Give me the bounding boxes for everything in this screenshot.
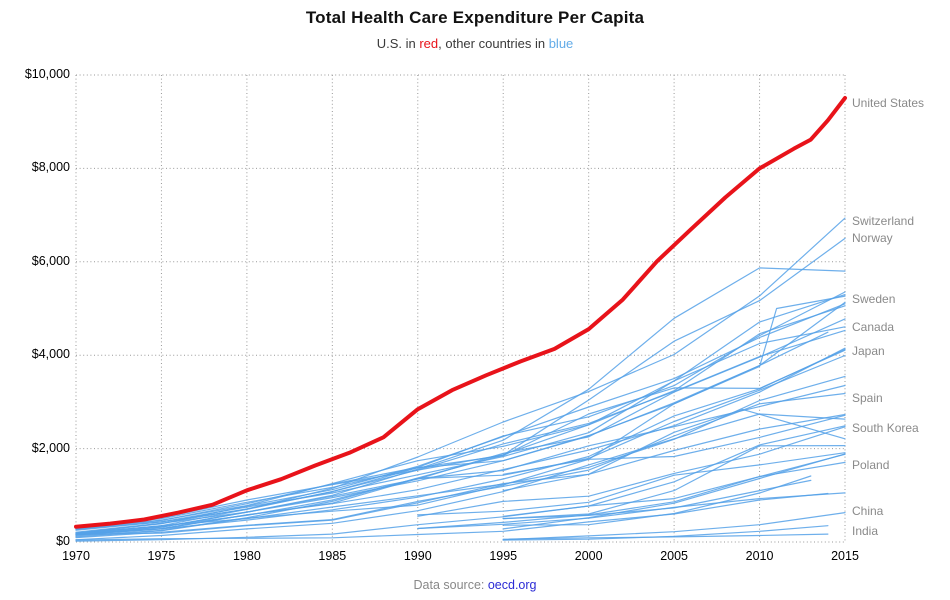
x-tick-label-1975: 1975 (147, 549, 176, 563)
series-line-estonia (502, 453, 846, 530)
x-tick-label-1990: 1990 (403, 549, 432, 563)
series-line-canada (75, 326, 846, 529)
series-line-austria (75, 303, 846, 534)
series-line-turkey (75, 492, 829, 541)
series-line-china (502, 512, 846, 541)
y-tick-label--6-000: $6,000 (31, 253, 70, 268)
series-end-label-poland: Poland (852, 457, 890, 472)
series-end-label-japan: Japan (852, 343, 885, 358)
series-line-mexico (417, 492, 846, 530)
series-end-label-canada: Canada (852, 320, 895, 335)
x-tick-label-1995: 1995 (489, 549, 518, 563)
y-tick-label--2-000: $2,000 (31, 440, 70, 455)
data-source-prefix: Data source: (413, 578, 488, 592)
series-line-united-kingdom (75, 348, 846, 536)
x-tick-label-2000: 2000 (574, 549, 603, 563)
series-line-brazil (502, 479, 812, 520)
series-line-france (75, 329, 846, 533)
series-line-italy (75, 384, 846, 536)
series-end-label-switzerland: Switzerland (852, 214, 915, 229)
series-line-finland (75, 354, 846, 534)
series-line-spain (75, 392, 846, 539)
series-line-poland (417, 461, 846, 530)
series-line-japan (75, 347, 846, 536)
x-tick-label-2005: 2005 (660, 549, 689, 563)
series-line-czech-republic (417, 426, 846, 517)
series-end-label-china: China (852, 504, 884, 519)
chart-subtitle: U.S. in red, other countries in blue (0, 36, 950, 51)
y-tick-label--4-000: $4,000 (31, 347, 70, 362)
series-end-label-south-korea: South Korea (852, 420, 919, 435)
subtitle-red-word: red (419, 36, 439, 51)
data-source: Data source: oecd.org (0, 578, 950, 592)
series-line-iceland (75, 349, 846, 535)
series-line-india (502, 533, 829, 540)
x-tick-label-2010: 2010 (745, 549, 774, 563)
subtitle-blue-word: blue (548, 36, 574, 51)
oecd-link[interactable]: oecd.org (487, 578, 537, 592)
series-line-portugal (75, 413, 846, 541)
series-end-label-spain: Spain (852, 391, 883, 406)
series-end-label-india: India (852, 523, 879, 538)
series-line-switzerland (75, 217, 846, 530)
series-end-label-norway: Norway (852, 230, 893, 245)
chart-title: Total Health Care Expenditure Per Capita (305, 8, 645, 27)
y-tick-label--10-000: $10,000 (24, 67, 70, 81)
series-line-united-states (74, 96, 847, 529)
series-line-israel (502, 414, 846, 475)
y-tick-label--0: $0 (56, 534, 70, 548)
series-end-label-united-states: United States (852, 95, 925, 110)
series-end-label-sweden: Sweden (852, 292, 896, 307)
series-line-greece (75, 408, 846, 536)
series-line-chile (502, 453, 846, 517)
subtitle-middle: , other countries in (438, 36, 549, 51)
x-tick-label-1970: 1970 (62, 549, 90, 563)
subtitle-prefix: U.S. in (376, 36, 420, 51)
y-tick-label--8-000: $8,000 (31, 160, 70, 175)
series-line-hungary (417, 452, 846, 516)
series-line-slovenia (502, 413, 846, 492)
series-line-slovakia (502, 445, 846, 520)
x-tick-label-1985: 1985 (318, 549, 347, 563)
x-tick-label-2015: 2015 (831, 549, 859, 563)
x-tick-label-1980: 1980 (232, 549, 261, 563)
